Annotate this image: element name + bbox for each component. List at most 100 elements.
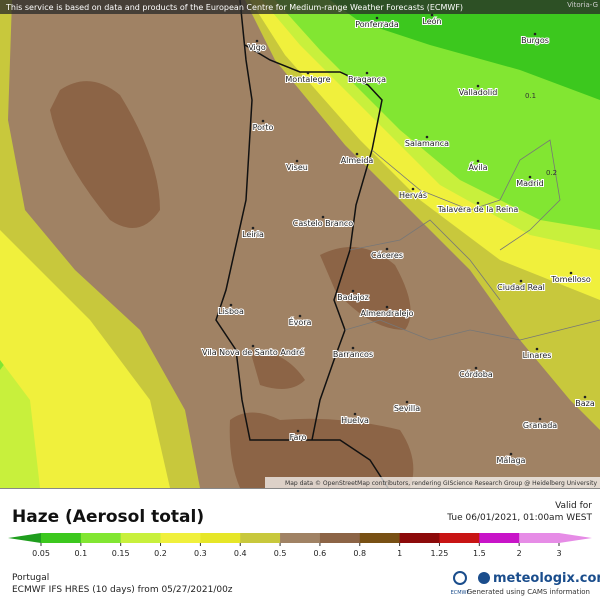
city-label: Ciudad Real	[497, 283, 545, 292]
colorbar-segment	[399, 533, 440, 543]
colorbar-label: 0.6	[314, 549, 327, 558]
city-dot	[298, 314, 302, 318]
city-label: Évora	[289, 316, 312, 327]
city-label: Almendralejo	[360, 309, 413, 318]
city-label: Linares	[523, 351, 552, 360]
city-label: Málaga	[497, 456, 526, 465]
city-dot	[355, 152, 359, 156]
city-dot	[569, 271, 573, 275]
city-dot	[535, 347, 539, 351]
border	[244, 44, 383, 441]
city-dot	[411, 187, 415, 191]
city-label: Viseu	[286, 163, 308, 172]
city-dot	[229, 303, 233, 307]
city-label: Valladolid	[459, 88, 498, 97]
city-label: Burgos	[521, 36, 549, 45]
contour-label: 0.1	[525, 92, 536, 100]
city-dot	[430, 13, 434, 17]
city-dot	[476, 201, 480, 205]
colorbar-segment	[359, 533, 401, 543]
colorbar-segment	[280, 533, 321, 543]
colorbar-segment	[80, 533, 122, 543]
city-dot	[405, 400, 409, 404]
city-dot	[251, 344, 255, 348]
city-label: Castelo Branco	[293, 219, 354, 228]
city-dot	[251, 226, 255, 230]
colorbar-label: 2	[517, 549, 522, 558]
city-dot	[509, 452, 513, 456]
field-brown	[320, 247, 411, 330]
region-border	[344, 319, 600, 341]
city-label: Sevilla	[394, 404, 420, 413]
colorbar-label: 1.25	[431, 549, 449, 558]
city-dot	[385, 305, 389, 309]
city-dot	[296, 429, 300, 433]
region: Portugal	[12, 573, 49, 583]
city-label: Tomelloso	[550, 275, 591, 284]
field-tan	[8, 0, 600, 488]
coastline	[215, 0, 389, 489]
colorbar-label: 0.2	[154, 549, 167, 558]
field-brown	[250, 350, 305, 389]
colorbar-label: 0.3	[194, 549, 207, 558]
city-dot	[351, 346, 355, 350]
colorbar-segment	[120, 533, 162, 543]
colorbar-label: 0.15	[112, 549, 130, 558]
city-dot	[321, 215, 325, 219]
field-dark-green	[330, 0, 600, 100]
contour-label: 0.2	[546, 169, 557, 177]
colorbar-label: 3	[556, 549, 561, 558]
field-brown	[50, 81, 160, 228]
colorbar-segment	[519, 533, 560, 543]
city-label: Córdoba	[459, 369, 493, 379]
brand-mark	[478, 572, 490, 584]
colorbar-segment	[439, 533, 480, 543]
colorbar-label: 0.5	[274, 549, 287, 558]
valid-time: Tue 06/01/2021, 01:00am WEST	[446, 513, 592, 523]
city-label: Badajoz	[337, 293, 369, 302]
city-dot	[353, 412, 357, 416]
field-brown	[229, 412, 414, 488]
city-label: Ávila	[468, 161, 487, 172]
valid-label: Valid for	[555, 501, 592, 511]
city-dot	[306, 71, 310, 75]
city-label: Montalegre	[285, 75, 330, 84]
colorbar-arrow	[559, 533, 592, 543]
model: ECMWF IFS HRES (10 days) from 05/27/2021…	[12, 585, 233, 595]
city-dot	[295, 159, 299, 163]
city-dot	[538, 417, 542, 421]
city-label: Vila Nova de Santo André	[202, 347, 304, 357]
city-label: Leiria	[242, 230, 264, 239]
colorbar-label: 0.1	[74, 549, 87, 558]
city-label: Hervás	[399, 191, 427, 200]
city-dot	[261, 119, 265, 123]
colorbar-label: 1	[397, 549, 402, 558]
colorbar-segment	[240, 533, 281, 543]
city-label: Talavera de la Reina	[437, 205, 519, 214]
city-label: Barrancos	[333, 350, 373, 359]
city-dot	[375, 16, 379, 20]
banner-bg	[0, 0, 600, 14]
city-dot	[425, 135, 429, 139]
city-label: Madrid	[516, 179, 543, 188]
city-label: Porto	[253, 123, 274, 132]
corner-label: Vitoria-G	[567, 1, 598, 9]
colorbar-label: 0.8	[353, 549, 366, 558]
city-label: Almeida	[341, 156, 374, 165]
city-dot	[528, 175, 532, 179]
city-dot	[474, 366, 478, 370]
city-label: Vigo	[248, 43, 266, 52]
colorbar-label: 0.05	[32, 549, 50, 558]
city-label: Ponferrada	[355, 20, 399, 29]
city-dot	[476, 84, 480, 88]
city-labels: Ponferrada León Burgos Vigo Montalegre Bragan…	[201, 13, 596, 466]
city-label: Salamanca	[405, 139, 449, 148]
city-label: Granada	[523, 421, 557, 430]
region-border	[349, 219, 501, 301]
colorbar: 0.05 0.1 0.15 0.2 0.3 0.4 0.5 0.6 0.8 1 1.25 1.5 2 3	[8, 533, 592, 558]
city-label: Huelva	[341, 416, 369, 425]
city-dot	[255, 39, 259, 43]
brand: meteologix.com	[493, 571, 600, 586]
city-dot	[519, 279, 523, 283]
